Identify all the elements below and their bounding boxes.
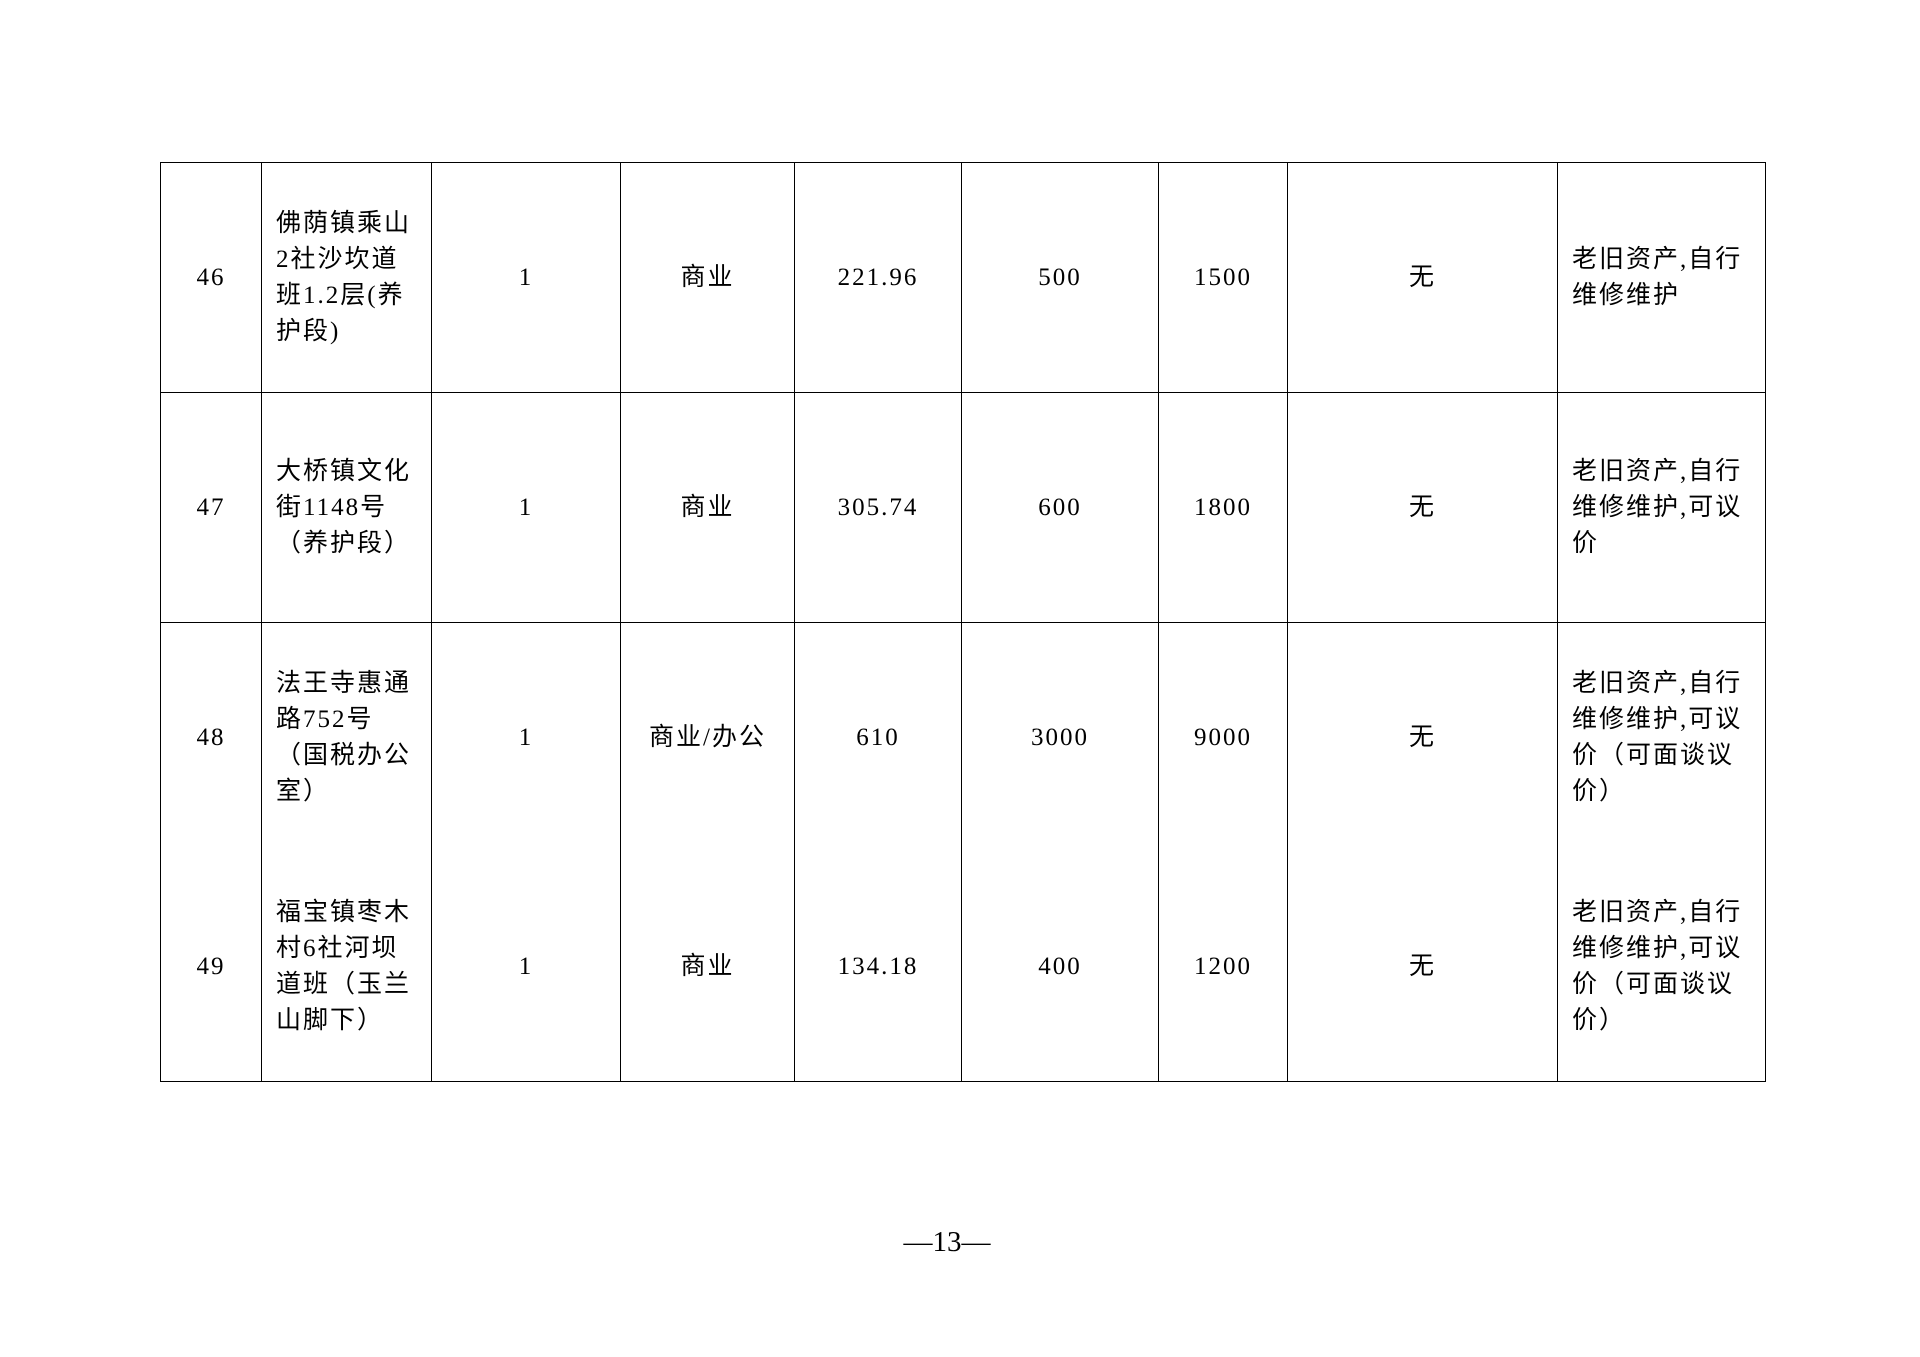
cell-note: 老旧资产,自行维修维护 — [1557, 162, 1766, 393]
cell-use: 商业 — [620, 392, 795, 623]
property-table: 46 佛荫镇乘山2社沙坎道班1.2层(养护段) 1 商业 221.96 500 1500 无老… — [160, 162, 1766, 1082]
cell-use: 商业 — [620, 852, 795, 1082]
cell-address: 法王寺惠通路752号（国税办公室） — [261, 622, 432, 852]
cell-count: 1 — [431, 622, 621, 852]
cell-area: 305.74 — [794, 392, 962, 623]
cell-address: 佛荫镇乘山2社沙坎道班1.2层(养护段) — [261, 162, 432, 393]
cell-monthly: 400 — [961, 852, 1159, 1082]
cell-deposit: 1800 — [1158, 392, 1288, 623]
cell-count: 1 — [431, 392, 621, 623]
cell-count: 1 — [431, 162, 621, 393]
table-row: 47 大桥镇文化街1148号（养护段） 1 商业 305.74 600 1800 无老旧资产,… — [160, 392, 1766, 623]
cell-no: 46 — [160, 162, 262, 393]
table-row: 49 福宝镇枣木村6社河坝道班（玉兰山脚下） 1 商业 134.18 400 1200 无老旧… — [160, 852, 1766, 1082]
table-row: 46 佛荫镇乘山2社沙坎道班1.2层(养护段) 1 商业 221.96 500 1500 无老… — [160, 162, 1766, 393]
cell-monthly: 600 — [961, 392, 1159, 623]
cell-no: 48 — [160, 622, 262, 852]
cell-note: 老旧资产,自行维修维护,可议价（可面谈议价） — [1557, 852, 1766, 1082]
cell-address: 福宝镇枣木村6社河坝道班（玉兰山脚下） — [261, 852, 432, 1082]
cell-other: 无 — [1287, 622, 1558, 852]
cell-note: 老旧资产,自行维修维护,可议价（可面谈议价） — [1557, 622, 1766, 852]
cell-other: 无 — [1287, 162, 1558, 393]
cell-area: 221.96 — [794, 162, 962, 393]
cell-monthly: 500 — [961, 162, 1159, 393]
cell-other: 无 — [1287, 392, 1558, 623]
cell-note: 老旧资产,自行维修维护,可议价 — [1557, 392, 1766, 623]
cell-area: 134.18 — [794, 852, 962, 1082]
page-number: —13— — [903, 1226, 991, 1258]
cell-no: 47 — [160, 392, 262, 623]
cell-deposit: 9000 — [1158, 622, 1288, 852]
cell-no: 49 — [160, 852, 262, 1082]
cell-area: 610 — [794, 622, 962, 852]
cell-use: 商业/办公 — [620, 622, 795, 852]
table-row: 48 法王寺惠通路752号（国税办公室） 1 商业/办公 610 3000 9000 无老旧资… — [160, 622, 1766, 852]
cell-use: 商业 — [620, 162, 795, 393]
cell-deposit: 1500 — [1158, 162, 1288, 393]
cell-deposit: 1200 — [1158, 852, 1288, 1082]
cell-other: 无 — [1287, 852, 1558, 1082]
cell-count: 1 — [431, 852, 621, 1082]
cell-monthly: 3000 — [961, 622, 1159, 852]
cell-address: 大桥镇文化街1148号（养护段） — [261, 392, 432, 623]
